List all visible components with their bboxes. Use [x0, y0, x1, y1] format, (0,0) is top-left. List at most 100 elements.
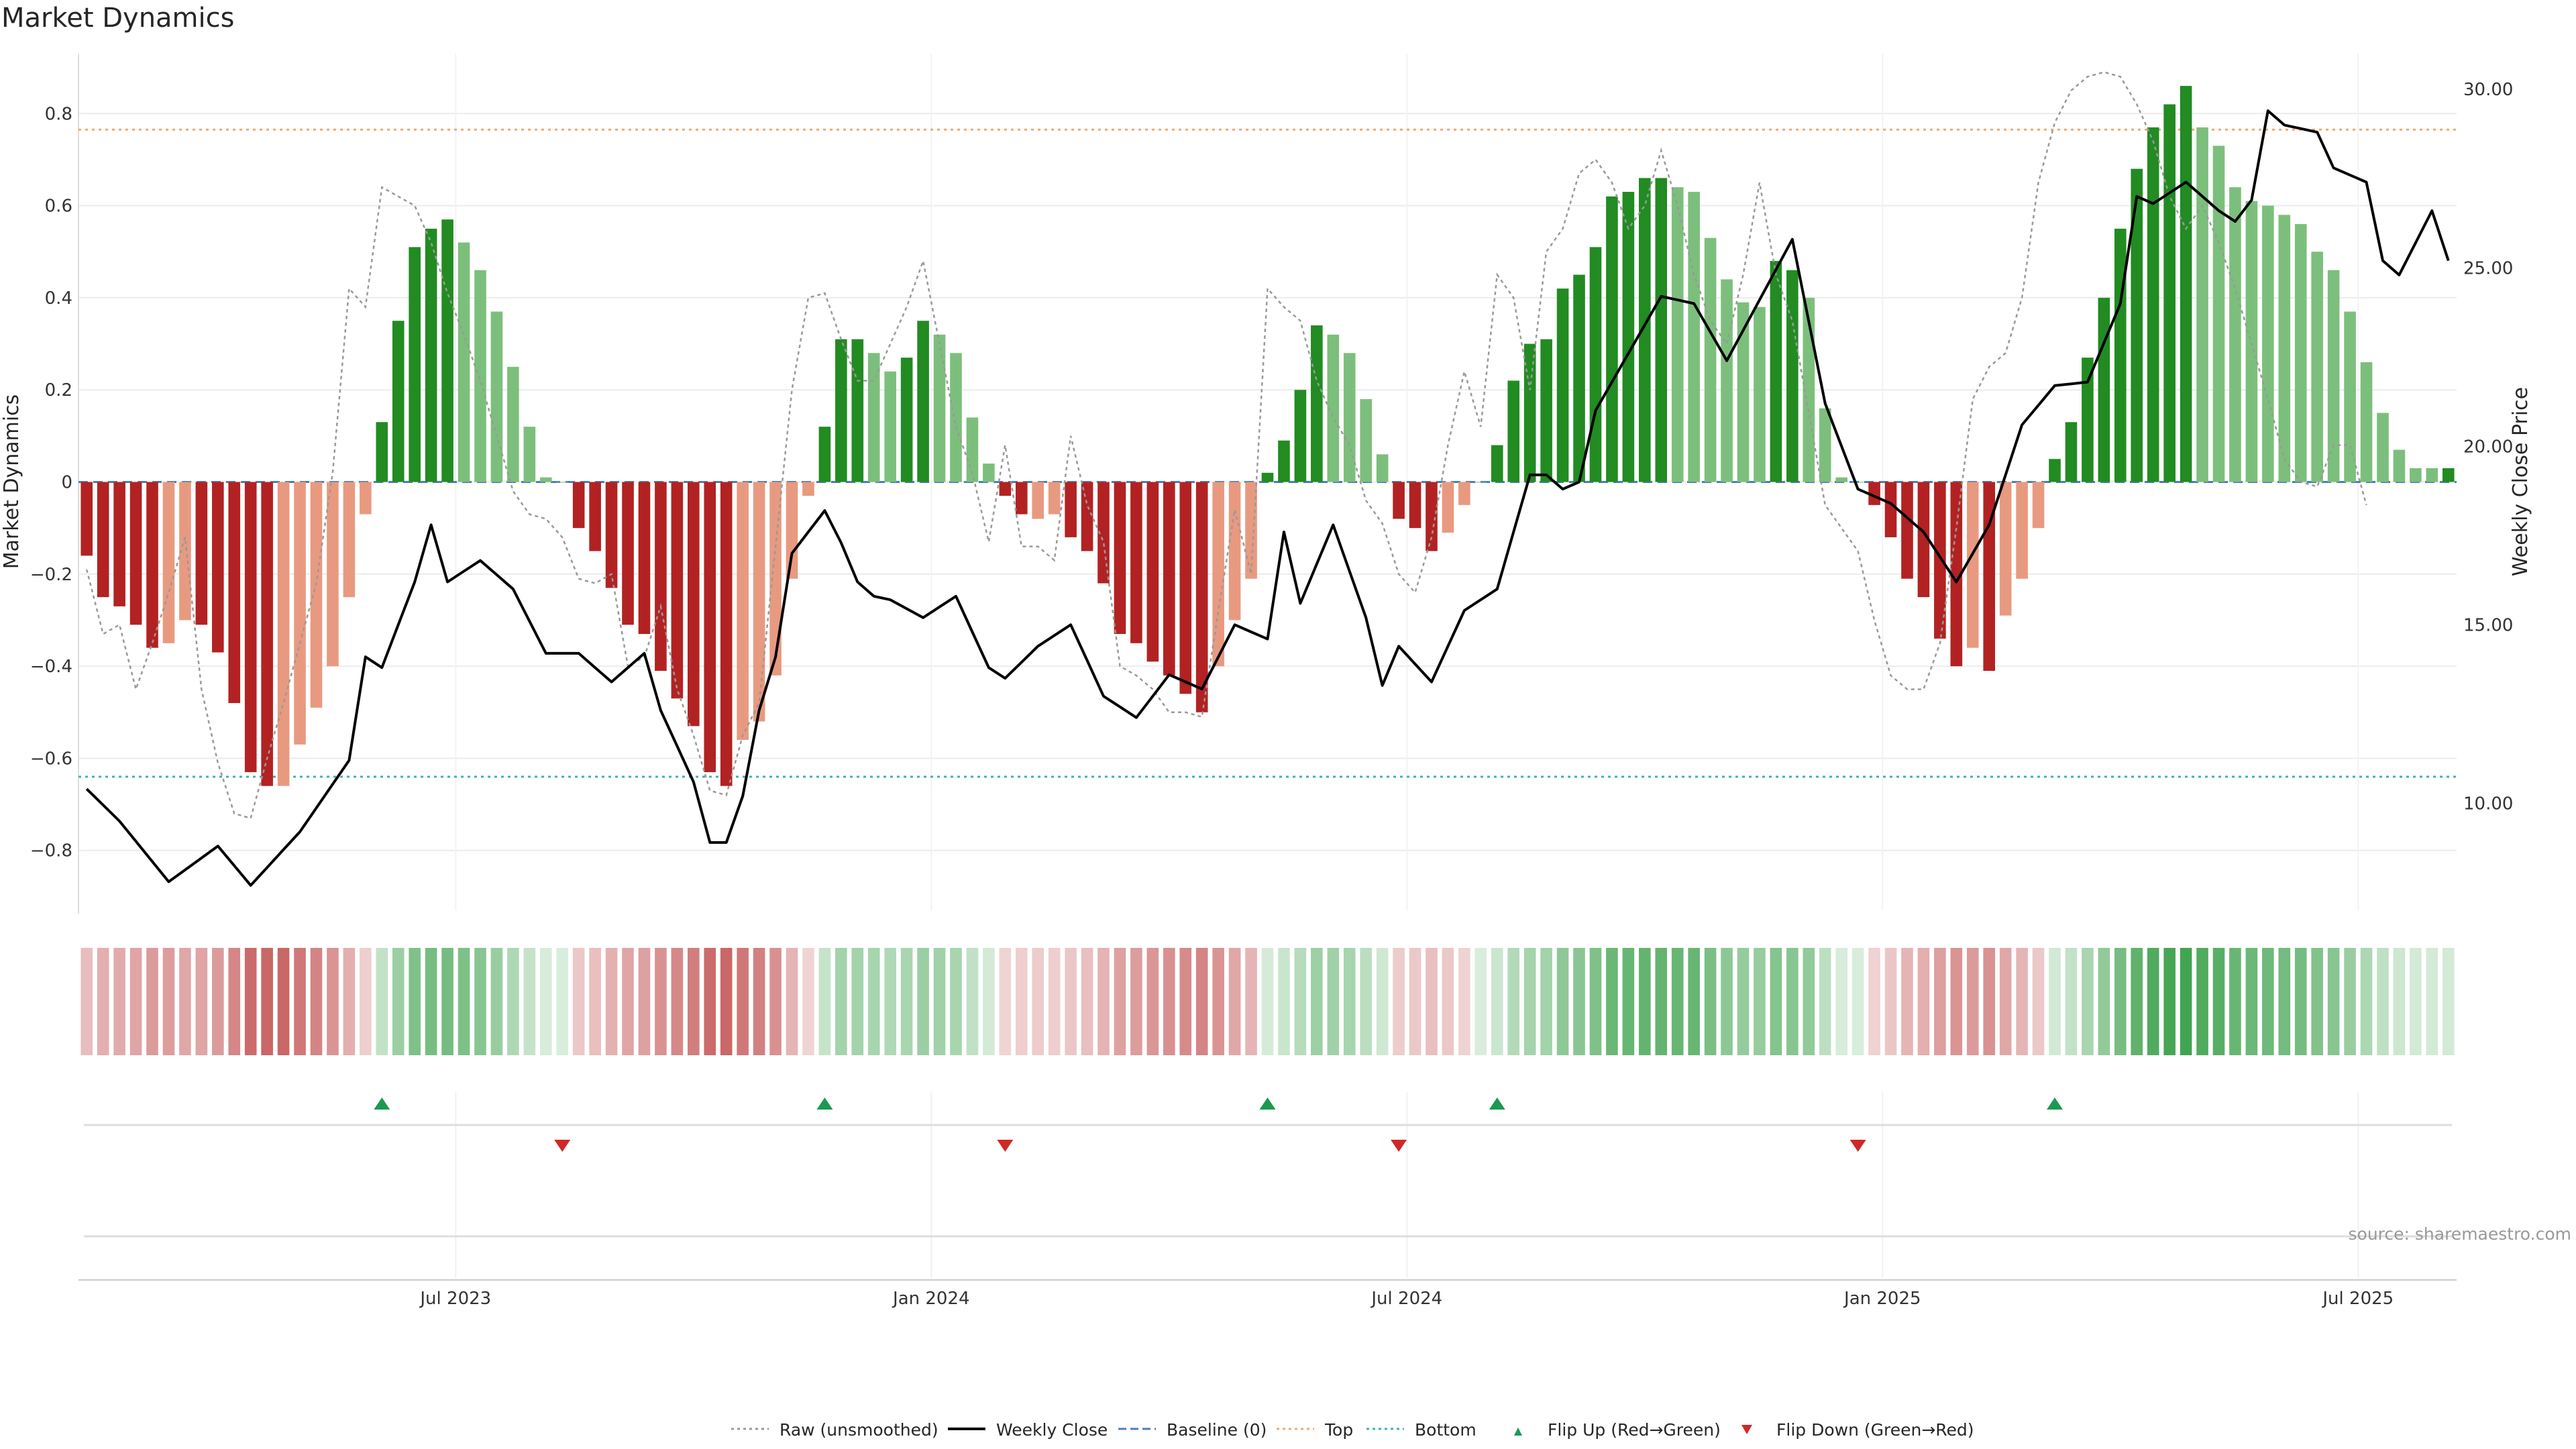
legend-label: Bottom — [1415, 1420, 1477, 1440]
legend-label: Flip Down (Green→Red) — [1776, 1420, 1974, 1440]
heat-cell — [310, 948, 323, 1055]
heat-cell — [1212, 948, 1224, 1055]
bar — [162, 482, 175, 643]
heat-cell — [2229, 948, 2241, 1055]
heat-cell — [2180, 948, 2192, 1055]
heat-cell — [2114, 948, 2127, 1055]
heat-cell — [1950, 948, 1963, 1055]
bar — [1081, 482, 1093, 551]
bar — [1261, 472, 1274, 482]
bar — [999, 482, 1012, 496]
heat-cell — [1556, 948, 1569, 1055]
bar — [2016, 482, 2028, 579]
bar — [1474, 482, 1487, 483]
heat-cell — [933, 948, 946, 1055]
bar — [556, 482, 569, 483]
bar — [884, 371, 896, 482]
y2-tick-label: 15.00 — [2463, 615, 2513, 635]
bar — [933, 334, 946, 482]
legend-label: Baseline (0) — [1167, 1420, 1267, 1440]
heat-cell — [1261, 948, 1274, 1055]
heat-cell — [1851, 948, 1864, 1055]
bar — [1327, 334, 1340, 482]
heat-cell — [638, 948, 651, 1055]
flip-up-marker — [816, 1097, 833, 1110]
bar — [1688, 191, 1700, 482]
heat-cell — [1376, 948, 1389, 1055]
heat-cell — [2294, 948, 2307, 1055]
source-note: source: sharemaestro.com — [2349, 1224, 2572, 1244]
x-tick-label: Jul 2025 — [2321, 1289, 2394, 1309]
bar — [2082, 358, 2094, 482]
heat-cell — [983, 948, 995, 1055]
heat-cell — [1507, 948, 1520, 1055]
bar — [1721, 279, 1733, 482]
heat-cell — [1458, 948, 1470, 1055]
bar — [2147, 127, 2159, 482]
heat-cell — [2262, 948, 2274, 1055]
heat-cell — [655, 948, 667, 1055]
heat-cell — [966, 948, 979, 1055]
y-tick-label: 0.8 — [45, 104, 72, 124]
legend-label: Top — [1324, 1420, 1353, 1440]
bar — [1179, 482, 1192, 694]
momentum-bars — [80, 86, 2455, 786]
bar — [1835, 477, 1847, 482]
heat-cell — [867, 948, 880, 1055]
bar — [2229, 187, 2241, 482]
heat-cell — [1803, 948, 1815, 1055]
bar — [1409, 482, 1421, 529]
heat-cell — [2131, 948, 2143, 1055]
y-tick-label: −0.4 — [30, 657, 72, 677]
heat-cell — [2212, 948, 2225, 1055]
bar — [2196, 127, 2208, 482]
heat-cell — [179, 948, 191, 1055]
heat-cell — [835, 948, 847, 1055]
heat-cell — [1032, 948, 1044, 1055]
bar — [1130, 482, 1142, 643]
heat-cell — [1983, 948, 1996, 1055]
heat-cell — [1130, 948, 1142, 1055]
bar — [1868, 482, 1880, 505]
heat-cell — [1097, 948, 1110, 1055]
bar — [261, 482, 273, 786]
bar — [1163, 482, 1175, 676]
bar — [2278, 215, 2291, 482]
heat-cell — [769, 948, 782, 1055]
bar — [97, 482, 109, 598]
heat-cell — [671, 948, 684, 1055]
heat-cell — [1540, 948, 1552, 1055]
heat-cell — [1195, 948, 1208, 1055]
heat-cell — [2245, 948, 2258, 1055]
heat-cell — [1868, 948, 1880, 1055]
bar — [1442, 482, 1454, 533]
grid-lines — [78, 54, 2457, 914]
heat-cell — [2311, 948, 2323, 1055]
heat-cell — [818, 948, 831, 1055]
bar — [1754, 307, 1766, 482]
heat-cell — [474, 948, 486, 1055]
heat-cell — [1327, 948, 1340, 1055]
bar — [753, 482, 765, 722]
bar — [392, 321, 405, 482]
legend-label: Raw (unsmoothed) — [780, 1420, 938, 1440]
bar — [1540, 339, 1552, 482]
bar — [1639, 178, 1651, 482]
bar — [1786, 270, 1799, 482]
heat-cell — [1622, 948, 1635, 1055]
bar — [2360, 362, 2373, 482]
bar — [2426, 468, 2438, 482]
bar — [867, 353, 880, 482]
heat-cell — [2163, 948, 2176, 1055]
heat-cell — [1474, 948, 1487, 1055]
weekly-close-series — [85, 109, 2450, 887]
bar — [2344, 311, 2356, 482]
bar — [1917, 482, 1930, 598]
heat-cell — [704, 948, 716, 1055]
heat-cell — [1917, 948, 1930, 1055]
heat-cell — [1393, 948, 1405, 1055]
heat-cell — [458, 948, 470, 1055]
heat-cell — [1934, 948, 1946, 1055]
bar — [1589, 247, 1602, 482]
bar — [638, 482, 651, 635]
